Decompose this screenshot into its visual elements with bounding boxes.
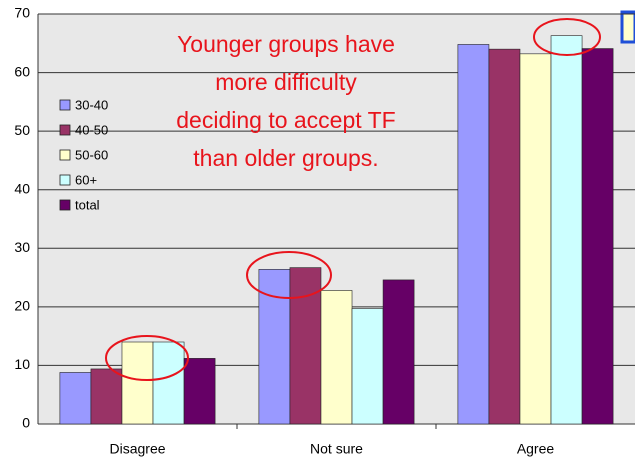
legend-swatch [59, 99, 71, 111]
bar [183, 358, 216, 425]
annotation: deciding to accept TF [176, 107, 395, 133]
x-tick-label: Disagree [109, 441, 165, 457]
overlay: Younger groups have more difficulty decidi… [105, 18, 601, 381]
legend-swatch [59, 149, 71, 161]
bar [59, 372, 92, 425]
bar [152, 341, 185, 425]
legend-swatch [59, 174, 71, 186]
bar [519, 53, 552, 425]
legend-label: 60+ [75, 172, 97, 187]
bar [258, 269, 291, 425]
y-tick-label: 30 [14, 239, 30, 255]
annotation: more difficulty [215, 69, 357, 95]
x-tick-label: Not sure [310, 441, 363, 457]
highlight-ellipse [105, 335, 189, 381]
bar [488, 48, 521, 425]
bar [382, 279, 415, 425]
bar [457, 44, 490, 425]
y-tick-label: 50 [14, 122, 30, 138]
bar [121, 341, 154, 425]
x-tick-label: Agree [517, 441, 555, 457]
y-tick-label: 0 [22, 415, 30, 431]
y-tick-label: 70 [14, 5, 30, 21]
annotation: Younger groups have [177, 31, 395, 57]
highlight-ellipse [246, 251, 332, 299]
bar [351, 308, 384, 425]
bar [289, 267, 322, 425]
corner-box [620, 10, 635, 44]
y-tick-label: 40 [14, 180, 30, 196]
bar [90, 368, 123, 425]
legend-label: 50-60 [75, 147, 108, 162]
legend-swatch [59, 124, 71, 136]
bar [581, 48, 614, 425]
legend-label: 30-40 [75, 97, 108, 112]
y-tick-label: 60 [14, 63, 30, 79]
y-tick-label: 20 [14, 298, 30, 314]
marks: 0 10 20 30 40 50 60 70 Disagree Not sure Agree 30-4… [14, 5, 635, 457]
legend-swatch [59, 199, 71, 211]
bar [320, 290, 353, 425]
highlight-ellipse [533, 18, 601, 56]
legend-label: total [75, 197, 100, 212]
bar [550, 35, 583, 425]
annotation: than older groups. [193, 145, 378, 171]
y-tick-label: 10 [14, 356, 30, 372]
legend-label: 40-50 [75, 122, 108, 137]
